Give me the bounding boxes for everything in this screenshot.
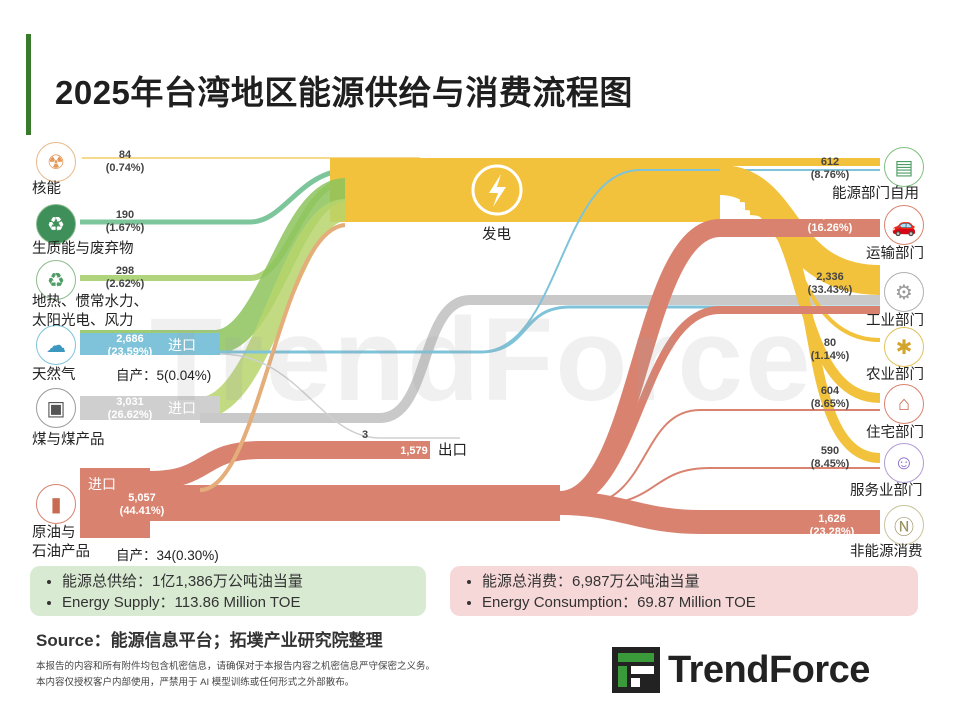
recycle-icon: ♻ [36,260,76,300]
value-service: 590 (8.45%) [810,445,850,470]
energy-consumption-box: 能源总消费：6,987万公吨油当量 Energy Consumption：69.… [450,566,918,616]
export-value: 1,579 [400,445,428,457]
coal-import-tag: 进口 [168,400,196,416]
value-industry: 2,336 (33.43%) [807,271,853,296]
sink-label-service: 服务业部门 [850,483,923,499]
gas-import-tag: 进口 [168,337,196,353]
sankey-diagram [80,156,881,538]
flow-oil-to-service [589,467,880,506]
oil-barrel-icon: ▮ [36,484,76,524]
oil-self-production: 自产：34(0.30%) [116,548,219,563]
source-label-oil-2: 石油产品 [32,544,90,560]
source-label-gas: 天然气 [32,367,76,383]
value-agriculture: 80 (1.14%) [810,337,850,362]
trendforce-logo: TrendForce [612,646,932,694]
sink-label-industry: 工业部门 [866,313,924,329]
factory-icon: ▤ [884,147,924,187]
value-transport: 1,138 (16.26%) [807,209,853,234]
value-nuclear: 84 (0.74%) [105,149,145,174]
non-energy-icon: Ⓝ [884,505,924,545]
disclaimer-2: 本内容仅授权客户内部使用，严禁用于 AI 模型训练或任何形式之外部散布。 [36,677,355,688]
wheat-icon: ✱ [884,327,924,367]
source-label-nuclear: 核能 [32,181,61,197]
trendforce-logo-mark [612,647,660,693]
value-coal: 3,031 (26.62%) [107,396,153,421]
disclaimer-1: 本报告的内容和所有附件均包含机密信息，请确保对于本报告内容之机密信息严守保密之义… [36,661,436,672]
flow-gas-to-energy [479,169,880,353]
energy-supply-box: 能源总供给：1亿1,386万公吨油当量 Energy Supply：113.86… [30,566,426,616]
flow-oil-to-industry [559,306,880,509]
electricity-band [330,158,720,222]
source-note: Source：能源信息平台；拓墣产业研究院整理 [36,631,383,650]
lightning-icon [489,174,506,207]
value-gas: 2,686 (23.59%) [107,333,153,358]
value-oil: 5,057 (44.41%) [119,492,165,517]
energy-consumption-cn: 能源总消费：6,987万公吨油当量 [482,571,904,592]
export-label: 出口 [438,443,467,459]
value-biomass: 190 (1.67%) [105,209,145,234]
flow-oil-to-export [149,441,430,489]
coal-cart-icon: ▣ [36,388,76,428]
gas-flame-icon: ☁ [36,325,76,365]
sink-label-residential: 住宅部门 [866,425,924,441]
energy-supply-cn: 能源总供给：1亿1,386万公吨油当量 [62,571,412,592]
car-icon: 🚗 [884,205,924,245]
flow-gas-export [219,353,460,439]
flow-oil-to-others [579,409,880,506]
source-label-oil-1: 原油与 [32,525,76,541]
value-renew: 298 (2.62%) [105,265,145,290]
value-non-energy: 1,626 (23.28%) [809,513,855,538]
sink-label-energy-sector: 能源部门自用 [832,186,919,202]
gears-icon: ⚙ [884,272,924,312]
oil-band [80,468,150,538]
flow-coal-to-industry [200,295,880,423]
flow-oil-to-power [199,223,346,492]
flow-oil-to-transport [558,219,880,509]
value-energy-sector: 612 (8.76%) [810,156,850,181]
title-accent-bar [26,34,31,135]
gas-band [80,333,220,355]
power-generation-label: 发电 [482,227,511,243]
energy-consumption-en: Energy Consumption：69.87 Million TOE [482,592,904,613]
watermark: TrendForce [150,294,813,426]
nuclear-icon: ☢ [36,142,76,182]
recycle-leaf-icon: ♻ [36,204,76,244]
oil-import-tag: 进口 [88,476,116,492]
coal-band [80,396,220,420]
page-title: 2025年台湾地区能源供给与消费流程图 [55,74,633,111]
energy-supply-en: Energy Supply：113.86 Million TOE [62,592,412,613]
source-label-coal: 煤与煤产品 [32,432,105,448]
sink-label-agriculture: 农业部门 [866,367,924,383]
source-label-renew-2: 太阳光电、风力 [32,313,134,329]
sink-label-transport: 运输部门 [866,246,924,262]
gas-self-production: 自产：5(0.04%) [116,368,212,383]
house-icon: ⌂ [884,384,924,424]
sink-label-non-energy: 非能源消费 [850,544,923,560]
export-small-value: 3 [361,429,369,441]
value-residential: 604 (8.65%) [810,385,850,410]
source-label-renew-1: 地热、惯常水力、 [32,294,148,310]
trendforce-logo-text: TrendForce [668,648,870,691]
flow-gas-to-power [80,178,347,354]
source-label-biomass: 生质能与废弃物 [32,241,134,257]
service-icon: ☺ [884,443,924,483]
